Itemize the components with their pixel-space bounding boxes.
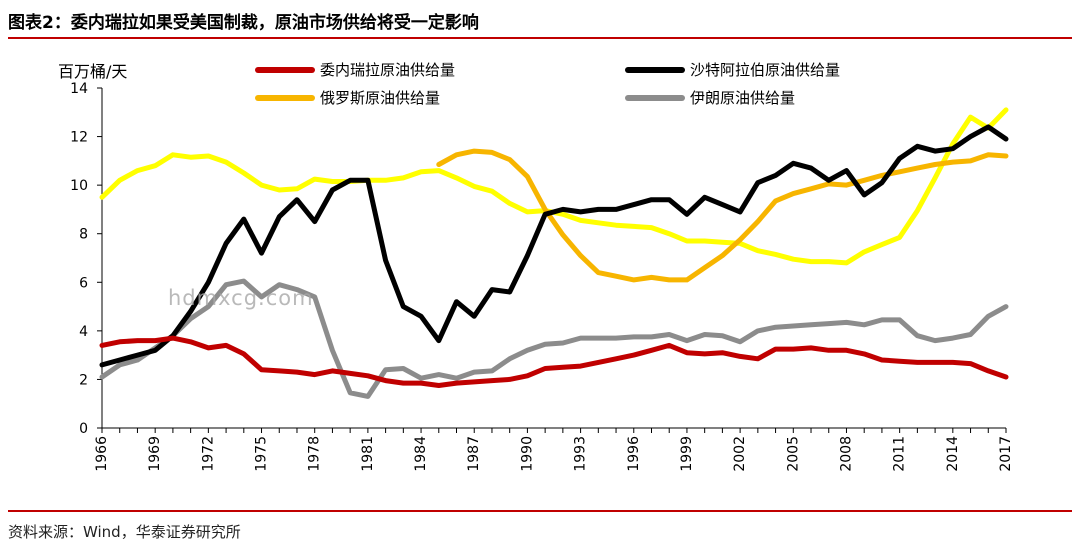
y-tick-label: 10 [70,178,88,194]
y-tick-label: 8 [79,227,88,243]
figure-title: 图表2：委内瑞拉如果受美国制裁，原油市场供给将受一定影响 [8,13,479,33]
y-tick-label: 2 [79,372,88,388]
x-tick-label: 1993 [573,436,589,472]
x-tick-label: 2008 [838,436,854,472]
series-line-0 [99,335,1009,388]
x-tick-label: 2014 [945,436,961,472]
x-tick-label: 1969 [147,436,163,472]
x-tick-label: 1996 [626,436,642,472]
y-tick-label: 14 [70,81,88,97]
x-tick-label: 1972 [200,436,216,472]
watermark: hdmxcg.com [168,286,314,310]
legend-label: 委内瑞拉原油供给量 [320,61,455,79]
x-tick-label: 2005 [785,436,801,472]
source-note: 资料来源：Wind，华泰证券研究所 [8,523,241,541]
x-tick-label: 1987 [466,436,482,472]
x-tick-label: 1981 [360,436,376,472]
y-tick-label: 0 [79,421,88,437]
series-line-3 [99,278,1009,399]
x-tick-label: 1966 [94,436,110,472]
series-line-1 [99,124,1009,368]
x-tick-label: 2017 [998,436,1014,472]
source-divider [8,510,1072,512]
x-tick-label: 1978 [307,436,323,472]
y-axis-unit-label: 百万桶/天 [58,62,128,81]
x-tick-label: 1975 [254,436,270,472]
x-tick-label: 1990 [519,436,535,472]
y-tick-label: 4 [79,324,88,340]
series-line-2 [436,148,1009,283]
y-tick-label: 12 [70,130,88,146]
x-tick-label: 2011 [892,436,908,472]
title-divider [8,37,1072,39]
series-line-4 [99,107,1009,266]
x-tick-label: 1999 [679,436,695,472]
x-tick-label: 1984 [413,436,429,472]
x-tick-label: 2002 [732,436,748,472]
legend-label: 俄罗斯原油供给量 [320,89,440,107]
y-tick-label: 6 [79,275,88,291]
legend-label: 沙特阿拉伯原油供给量 [690,61,840,79]
legend-label: 伊朗原油供给量 [690,89,795,107]
